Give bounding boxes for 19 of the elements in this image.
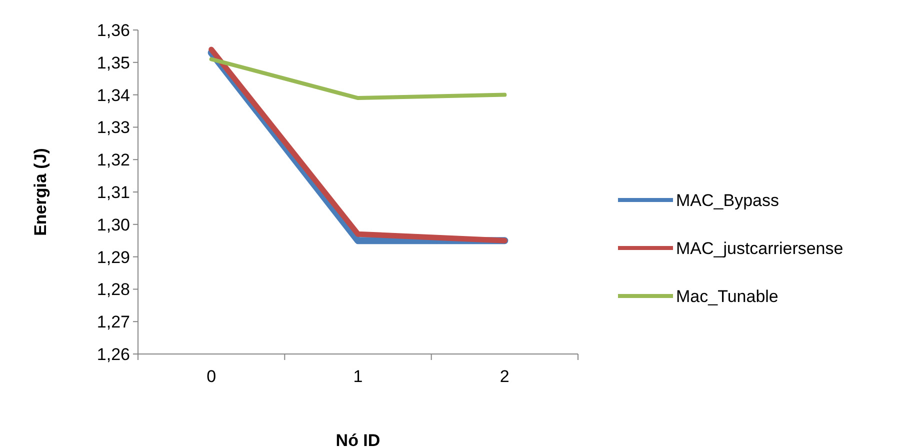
y-tick-label: 1,30 bbox=[96, 215, 130, 234]
y-tick-label: 1,29 bbox=[96, 248, 130, 267]
x-axis-title: Nó ID bbox=[336, 431, 380, 448]
y-axis-title: Energia (J) bbox=[31, 148, 50, 236]
y-tick-label: 1,27 bbox=[96, 312, 130, 332]
legend-label: MAC_justcarriersense bbox=[676, 238, 844, 258]
y-tick-label: 1,33 bbox=[96, 118, 130, 138]
x-tick-label: 2 bbox=[500, 367, 510, 386]
y-tick-label: 1,28 bbox=[96, 280, 130, 300]
y-tick-label: 1,36 bbox=[96, 20, 130, 40]
y-tick-label: 1,32 bbox=[96, 150, 130, 170]
y-tick-label: 1,31 bbox=[96, 182, 130, 202]
y-tick-label: 1,35 bbox=[96, 53, 130, 72]
x-tick-label: 1 bbox=[353, 367, 363, 386]
legend-label: MAC_Bypass bbox=[676, 190, 779, 210]
x-tick-label: 0 bbox=[206, 367, 216, 386]
legend-label: Mac_Tunable bbox=[676, 286, 778, 306]
y-tick-label: 1,34 bbox=[96, 86, 130, 105]
y-tick-label: 1,26 bbox=[96, 344, 130, 364]
